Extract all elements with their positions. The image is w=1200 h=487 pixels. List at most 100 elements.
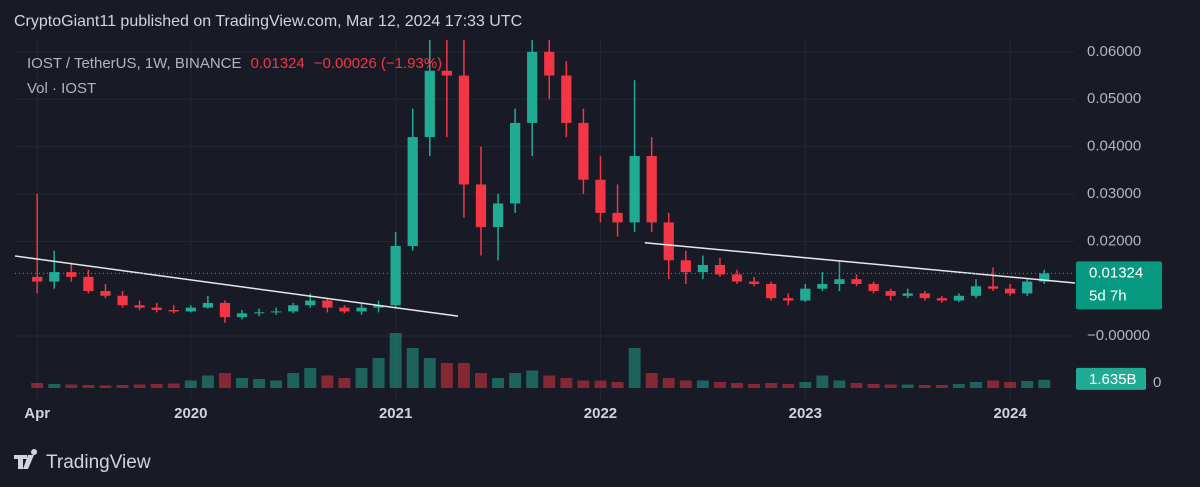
candle-body bbox=[441, 70, 452, 76]
volume-bar bbox=[526, 370, 539, 388]
volume-bar bbox=[543, 375, 556, 388]
volume-bar bbox=[150, 384, 163, 388]
candle-body bbox=[800, 288, 811, 301]
candle-body bbox=[407, 137, 418, 247]
candle-body bbox=[663, 222, 674, 261]
last-price: 0.01324 bbox=[251, 55, 305, 72]
y-tick-label: −0.00000 bbox=[1087, 327, 1150, 344]
volume-bar bbox=[338, 378, 351, 388]
y-tick-label: 0.03000 bbox=[1087, 185, 1141, 202]
volume-bar bbox=[321, 375, 334, 388]
volume-bar bbox=[509, 373, 522, 388]
volume-label-box bbox=[1076, 367, 1146, 390]
candle-body bbox=[817, 283, 828, 289]
candle-body bbox=[475, 184, 487, 228]
volume-tick-label: 0 bbox=[1153, 374, 1161, 391]
volume-bar bbox=[918, 385, 931, 388]
candle-body bbox=[100, 291, 111, 296]
candle-body bbox=[561, 75, 572, 123]
candle-body bbox=[510, 122, 521, 204]
volume-bar bbox=[184, 380, 197, 388]
candle-body bbox=[202, 302, 214, 308]
volume-bar bbox=[389, 333, 402, 388]
volume-bar bbox=[218, 373, 231, 388]
x-tick-label: 2020 bbox=[174, 405, 207, 422]
footer: TradingView bbox=[46, 452, 151, 473]
volume-bar bbox=[901, 384, 914, 388]
candle-body bbox=[390, 246, 401, 306]
volume-bar bbox=[577, 380, 590, 388]
candle-body bbox=[1039, 273, 1050, 282]
volume-bar bbox=[884, 384, 897, 388]
volume-bar bbox=[748, 384, 761, 388]
candle-body bbox=[492, 203, 504, 228]
volume-bar bbox=[594, 380, 607, 388]
volume-bar bbox=[99, 385, 112, 388]
volume-bar bbox=[799, 382, 812, 388]
change: −0.00026 (−1.93%) bbox=[314, 55, 442, 72]
volume-label: 1.635B bbox=[1089, 371, 1137, 388]
volume-bar bbox=[765, 383, 778, 388]
candle-body bbox=[697, 265, 709, 273]
candle-body bbox=[66, 272, 77, 277]
candle-body bbox=[595, 179, 606, 213]
volume-bar bbox=[440, 363, 453, 388]
volume-bar bbox=[645, 373, 658, 388]
logo bbox=[14, 449, 38, 469]
candle-body bbox=[288, 305, 299, 312]
candle-body bbox=[83, 276, 94, 292]
volume-bar bbox=[611, 382, 624, 388]
volume-bar bbox=[475, 373, 487, 388]
volume-bar bbox=[696, 380, 709, 388]
candle-body bbox=[1022, 281, 1033, 294]
candle-body bbox=[680, 260, 691, 273]
candle-body bbox=[629, 156, 640, 223]
volume-bar bbox=[304, 368, 317, 388]
volume-title: Vol · IOST bbox=[27, 80, 96, 97]
candle-body bbox=[49, 272, 60, 282]
candle-body bbox=[373, 305, 384, 308]
volume-bar bbox=[201, 375, 214, 388]
candle-body bbox=[868, 283, 879, 292]
volume-bar bbox=[679, 380, 692, 388]
volume-bar bbox=[133, 384, 146, 388]
candle-body bbox=[748, 281, 760, 284]
candle-body bbox=[544, 51, 555, 76]
y-tick-label: 0.02000 bbox=[1087, 232, 1141, 249]
volume-bar bbox=[662, 378, 675, 388]
x-tick-label: 2022 bbox=[584, 405, 617, 422]
volume-bar bbox=[406, 348, 419, 388]
volume-bar bbox=[372, 358, 385, 388]
candle-body bbox=[322, 300, 333, 308]
candle-body bbox=[731, 274, 743, 282]
trend-line bbox=[14, 255, 459, 317]
candle-body bbox=[424, 70, 435, 138]
volume-bar bbox=[253, 379, 266, 388]
volume-bar bbox=[970, 382, 982, 388]
candle-body bbox=[851, 279, 862, 284]
volume-bar bbox=[782, 384, 795, 388]
volume-bar bbox=[1004, 382, 1017, 388]
candle-body bbox=[953, 295, 965, 301]
candle-body bbox=[185, 307, 196, 312]
candle-body bbox=[527, 51, 538, 123]
candle-body bbox=[356, 307, 367, 312]
candle-body bbox=[919, 293, 930, 299]
volume-bar bbox=[167, 383, 180, 388]
volume-bar bbox=[270, 380, 283, 388]
candle-body bbox=[766, 283, 777, 299]
price-label: 0.01324 bbox=[1089, 264, 1143, 281]
volume-bar bbox=[492, 378, 505, 388]
volume-bar bbox=[287, 373, 300, 388]
volume-bar bbox=[935, 385, 948, 388]
candle-body bbox=[271, 311, 282, 313]
candle-body bbox=[236, 313, 248, 318]
candle-body bbox=[168, 310, 179, 312]
volume-bar bbox=[355, 368, 368, 388]
symbol: IOST / TetherUS, 1W, BINANCE bbox=[27, 55, 242, 72]
volume-bar bbox=[116, 385, 129, 388]
volume-bar bbox=[1021, 381, 1034, 388]
candle-body bbox=[936, 298, 947, 301]
volume-bar bbox=[423, 358, 436, 388]
